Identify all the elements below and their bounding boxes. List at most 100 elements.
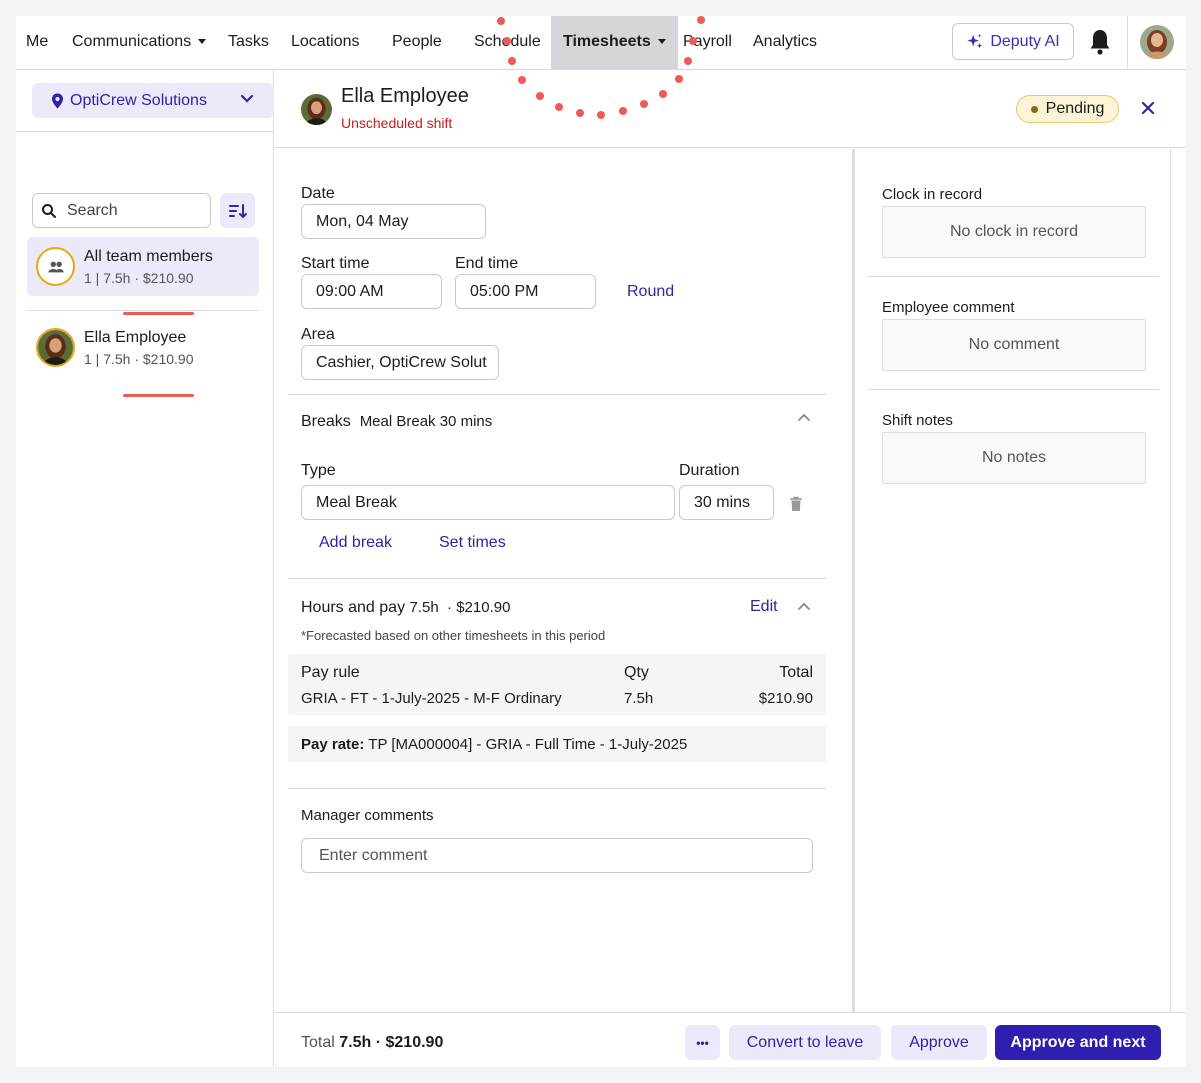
- deputy-ai-button[interactable]: Deputy AI: [952, 23, 1074, 60]
- end-time-field[interactable]: 05:00 PM: [455, 274, 596, 309]
- nav-payroll[interactable]: Payroll: [683, 16, 732, 69]
- convert-to-leave-button[interactable]: Convert to leave: [729, 1025, 881, 1060]
- divider: [288, 788, 826, 789]
- break-duration-field[interactable]: 30 mins: [679, 485, 774, 520]
- member-summary: 1 | 7.5h · $210.90: [84, 270, 194, 286]
- nav-me[interactable]: Me: [26, 16, 48, 69]
- location-selector[interactable]: OptiCrew Solutions: [32, 83, 274, 118]
- nav-payroll-label: Payroll: [683, 33, 732, 50]
- deputy-ai-label: Deputy AI: [990, 32, 1060, 50]
- breaks-header[interactable]: Breaks Meal Break 30 mins: [301, 413, 492, 431]
- more-options-button[interactable]: •••: [685, 1025, 720, 1060]
- add-break-button[interactable]: Add break: [319, 534, 392, 551]
- top-nav: Me Communications Tasks Locations People…: [16, 16, 1186, 70]
- nav-analytics-label: Analytics: [753, 33, 818, 50]
- bell-icon[interactable]: [1088, 28, 1112, 56]
- manager-comment-input[interactable]: Enter comment: [301, 838, 813, 873]
- nav-analytics[interactable]: Analytics: [753, 16, 817, 69]
- nav-tasks[interactable]: Tasks: [228, 16, 269, 69]
- hours-summary: 7.5h · $210.90: [409, 599, 511, 616]
- column-header: Qty: [624, 664, 649, 681]
- employee-name: Ella Employee: [341, 85, 469, 107]
- shift-type-label: Unscheduled shift: [341, 115, 453, 131]
- approve-next-label: Approve and next: [1010, 1033, 1146, 1051]
- annotation-underline: [123, 394, 194, 397]
- date-label: Date: [301, 185, 335, 202]
- sidebar: OptiCrew Solutions Search All team membe…: [16, 70, 274, 1067]
- area-field[interactable]: Cashier, OptiCrew Solut: [301, 345, 499, 380]
- qty-cell: 7.5h: [624, 690, 654, 707]
- shift-notes-box: No notes: [882, 432, 1146, 484]
- status-dot-icon: [1030, 105, 1038, 113]
- status-badge: Pending: [1016, 95, 1119, 123]
- nav-timesheets[interactable]: Timesheets: [551, 16, 678, 69]
- employee-avatar: [301, 94, 332, 125]
- location-name: OptiCrew Solutions: [70, 91, 207, 109]
- divider: [868, 276, 1159, 277]
- member-name: Ella Employee: [84, 329, 187, 346]
- break-type-label: Type: [301, 462, 336, 479]
- nav-people[interactable]: People: [392, 16, 442, 69]
- divider: [288, 578, 826, 579]
- total-prefix: Total: [301, 1034, 335, 1051]
- break-duration-label: Duration: [679, 462, 740, 479]
- chevron-up-icon[interactable]: [798, 413, 810, 421]
- profile-photo-icon: [38, 330, 73, 365]
- side-info-panel: Clock in record No clock in record Emplo…: [858, 149, 1171, 1012]
- approve-and-next-button[interactable]: Approve and next: [995, 1025, 1161, 1060]
- pay-rate-label: Pay rate:: [301, 736, 365, 753]
- total-separator: ·: [375, 1034, 382, 1051]
- nav-communications-label: Communications: [72, 33, 192, 50]
- member-all-team[interactable]: All team members 1 | 7.5h · $210.90: [27, 237, 259, 296]
- sort-icon: [228, 203, 247, 218]
- end-time-label: End time: [455, 255, 519, 272]
- column-header: Pay rule: [301, 664, 360, 681]
- caret-down-icon: [198, 39, 207, 45]
- nav-timesheets-label: Timesheets: [563, 33, 651, 50]
- break-type-field[interactable]: Meal Break: [301, 485, 675, 520]
- sort-button[interactable]: [220, 193, 255, 228]
- chevron-down-icon: [240, 94, 254, 103]
- total-summary: Total 7.5h · $210.90: [301, 1034, 443, 1052]
- app-window: Me Communications Tasks Locations People…: [16, 16, 1186, 1067]
- shift-notes-label: Shift notes: [882, 412, 953, 429]
- search-placeholder: Search: [67, 201, 118, 219]
- hours-header: Hours and pay 7.5h · $210.90: [301, 599, 510, 617]
- set-times-button[interactable]: Set times: [439, 534, 506, 551]
- nav-locations[interactable]: Locations: [291, 16, 360, 69]
- start-time-label: Start time: [301, 255, 370, 272]
- start-time-field[interactable]: 09:00 AM: [301, 274, 442, 309]
- area-label: Area: [301, 326, 335, 343]
- chevron-up-icon[interactable]: [798, 602, 810, 610]
- edit-hours-button[interactable]: Edit: [750, 598, 778, 615]
- more-icon: •••: [696, 1035, 709, 1050]
- close-icon[interactable]: [1140, 100, 1156, 116]
- divider: [868, 389, 1159, 390]
- approve-button[interactable]: Approve: [891, 1025, 987, 1060]
- hours-title: Hours and pay: [301, 599, 406, 616]
- profile-photo-icon: [1140, 25, 1174, 59]
- nav-tasks-label: Tasks: [228, 33, 269, 50]
- approve-label: Approve: [909, 1033, 969, 1051]
- nav-locations-label: Locations: [291, 33, 360, 50]
- annotation-underline: [123, 312, 194, 315]
- round-button[interactable]: Round: [627, 283, 675, 300]
- nav-communications[interactable]: Communications: [72, 16, 207, 69]
- nav-schedule[interactable]: Schedule: [474, 16, 541, 69]
- member-ella-employee[interactable]: Ella Employee 1 | 7.5h · $210.90: [27, 318, 259, 377]
- people-icon: [47, 261, 64, 272]
- nav-people-label: People: [392, 33, 442, 50]
- search-input[interactable]: Search: [32, 193, 211, 228]
- pay-rate-row: Pay rate: TP [MA000004] - GRIA - Full Ti…: [288, 726, 826, 762]
- nav-me-label: Me: [26, 33, 49, 50]
- clock-record-box: No clock in record: [882, 206, 1146, 258]
- divider: [288, 394, 826, 395]
- member-name: All team members: [84, 248, 213, 265]
- breaks-summary: Meal Break 30 mins: [359, 413, 493, 430]
- user-avatar[interactable]: [1140, 25, 1174, 59]
- pay-rule-table: Pay rule Qty Total GRIA - FT - 1-July-20…: [288, 654, 826, 715]
- trash-icon[interactable]: [789, 496, 803, 512]
- date-field[interactable]: Mon, 04 May: [301, 204, 486, 239]
- timesheet-header: Ella Employee Unscheduled shift Pending: [274, 70, 1186, 148]
- manager-comments-label: Manager comments: [301, 807, 434, 824]
